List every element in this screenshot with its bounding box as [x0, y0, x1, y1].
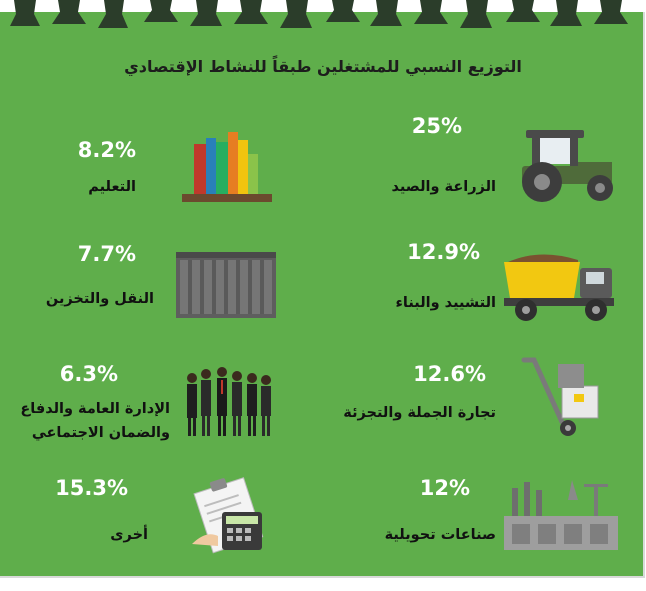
books-icon — [182, 132, 272, 202]
shipping-container-icon — [176, 252, 276, 318]
value-manufacturing: 12% — [419, 476, 470, 500]
value-trade: 12.6% — [413, 362, 486, 386]
label-administration-line2: والضمان الاجتماعي — [31, 425, 170, 441]
value-transport: 7.7% — [77, 242, 136, 266]
tractor-icon — [522, 130, 613, 202]
value-education: 8.2% — [77, 138, 136, 162]
top-decoration-border — [0, 0, 646, 28]
value-administration: 6.3% — [59, 362, 118, 386]
calculator-clipboard-icon — [192, 477, 264, 554]
value-construction: 12.9% — [407, 240, 480, 264]
hand-truck-icon — [521, 357, 599, 436]
label-trade: تجارة الجملة والتجزئة — [343, 405, 496, 421]
label-transport: النقل والتخزين — [45, 291, 154, 307]
label-other: أخرى — [110, 527, 148, 543]
label-manufacturing: صناعات تحويلية — [384, 527, 496, 543]
label-administration-line1: الإدارة العامة والدفاع — [20, 401, 170, 417]
chart-title: التوزيع النسبي للمشتغلين طبقاً للنشاط ال… — [124, 57, 522, 76]
label-agriculture: الزراعة والصيد — [391, 179, 496, 195]
label-education: التعليم — [88, 179, 136, 195]
value-agriculture: 25% — [411, 114, 462, 138]
value-other: 15.3% — [55, 476, 128, 500]
factory-icon — [504, 480, 618, 550]
people-group-icon — [187, 367, 271, 436]
dump-truck-icon — [504, 254, 614, 321]
label-construction: التشييد والبناء — [395, 295, 496, 311]
